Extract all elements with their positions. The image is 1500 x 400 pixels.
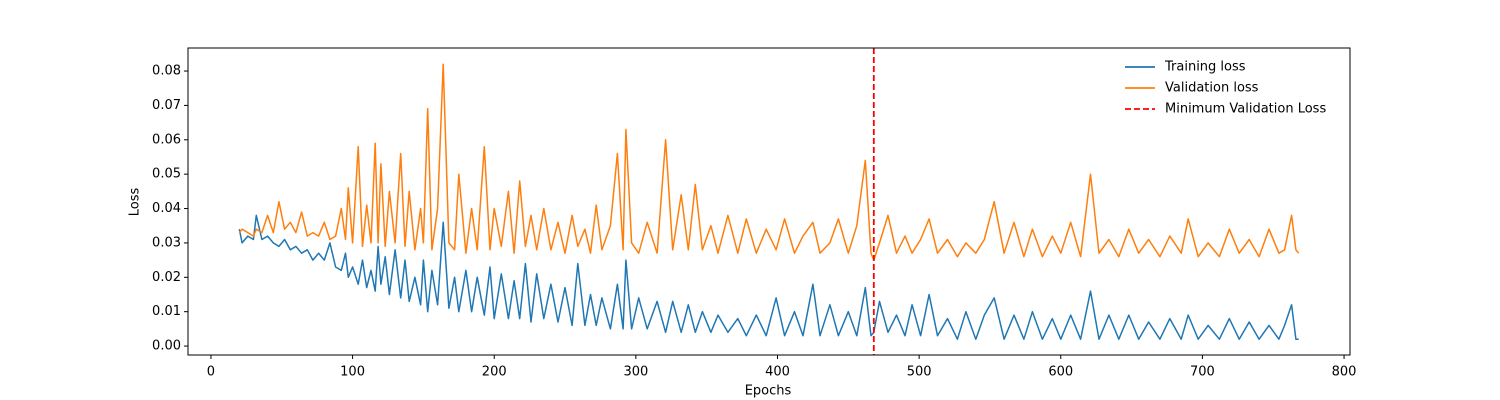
legend-label: Training loss <box>1164 60 1246 75</box>
y-tick-label: 0.04 <box>152 201 181 216</box>
x-tick-label: 600 <box>1048 365 1073 380</box>
y-tick-label: 0.05 <box>152 167 181 182</box>
y-tick-label: 0.06 <box>152 132 181 147</box>
y-tick-label: 0.01 <box>152 304 181 319</box>
series-line <box>238 63 1300 261</box>
x-tick-label: 800 <box>1332 365 1357 380</box>
x-tick-label: 200 <box>482 365 507 380</box>
y-tick-label: 0.02 <box>152 270 181 285</box>
x-axis-label: Epochs <box>745 384 792 399</box>
y-tick-label: 0.03 <box>152 235 181 250</box>
legend-label: Validation loss <box>1165 81 1259 96</box>
x-tick-label: 300 <box>623 365 648 380</box>
y-tick-label: 0.08 <box>152 64 181 79</box>
x-tick-label: 0 <box>207 365 215 380</box>
x-tick-label: 400 <box>765 365 790 380</box>
legend-label: Minimum Validation Loss <box>1165 102 1326 117</box>
x-tick-label: 500 <box>907 365 932 380</box>
y-tick-label: 0.00 <box>152 339 181 354</box>
y-tick-label: 0.07 <box>152 98 181 113</box>
y-axis-label: Loss <box>128 188 143 217</box>
x-tick-label: 700 <box>1190 365 1215 380</box>
series-line <box>238 214 1299 340</box>
plot-frame <box>187 47 1351 356</box>
x-tick-label: 100 <box>340 365 365 380</box>
